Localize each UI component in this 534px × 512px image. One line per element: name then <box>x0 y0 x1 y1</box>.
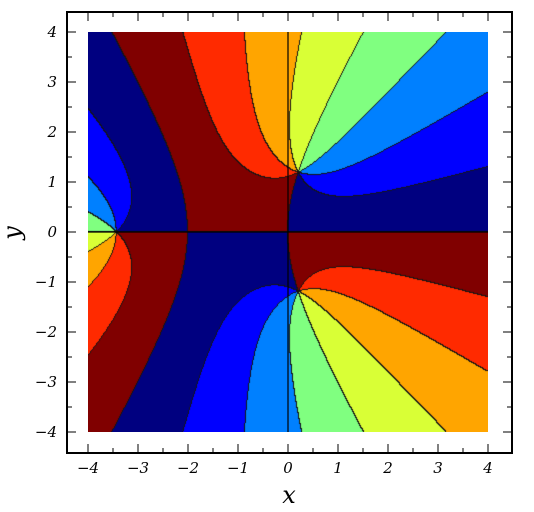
y-tick-label: −2 <box>35 323 57 341</box>
x-tick-label: −3 <box>127 459 149 477</box>
x-tick-label: 3 <box>433 459 443 477</box>
y-axis-title: y <box>0 226 26 241</box>
x-axis-title: x <box>282 481 296 509</box>
x-tick-label: 0 <box>283 459 293 477</box>
y-tick-label: 2 <box>46 123 57 141</box>
x-tick-label: 4 <box>482 459 493 477</box>
tick-marks <box>67 12 512 453</box>
y-tick-label: 0 <box>47 223 57 241</box>
y-tick-label: 3 <box>47 73 57 91</box>
y-tick-label: 1 <box>47 173 57 191</box>
x-tick-labels: −4 −3 −2 −1 0 1 2 3 4 <box>77 459 493 477</box>
x-tick-label: −2 <box>177 459 199 477</box>
reference-lines <box>88 32 488 432</box>
x-tick-label: −4 <box>77 459 99 477</box>
x-tick-label: 2 <box>382 459 393 477</box>
y-tick-label: −4 <box>35 423 57 441</box>
x-tick-label: −1 <box>227 459 249 477</box>
y-tick-label: −3 <box>35 373 57 391</box>
x-tick-label: 1 <box>333 459 343 477</box>
y-tick-labels: −4 −3 −2 −1 0 1 2 3 4 <box>35 23 58 441</box>
y-tick-label: −1 <box>35 273 57 291</box>
y-tick-label: 4 <box>46 23 57 41</box>
